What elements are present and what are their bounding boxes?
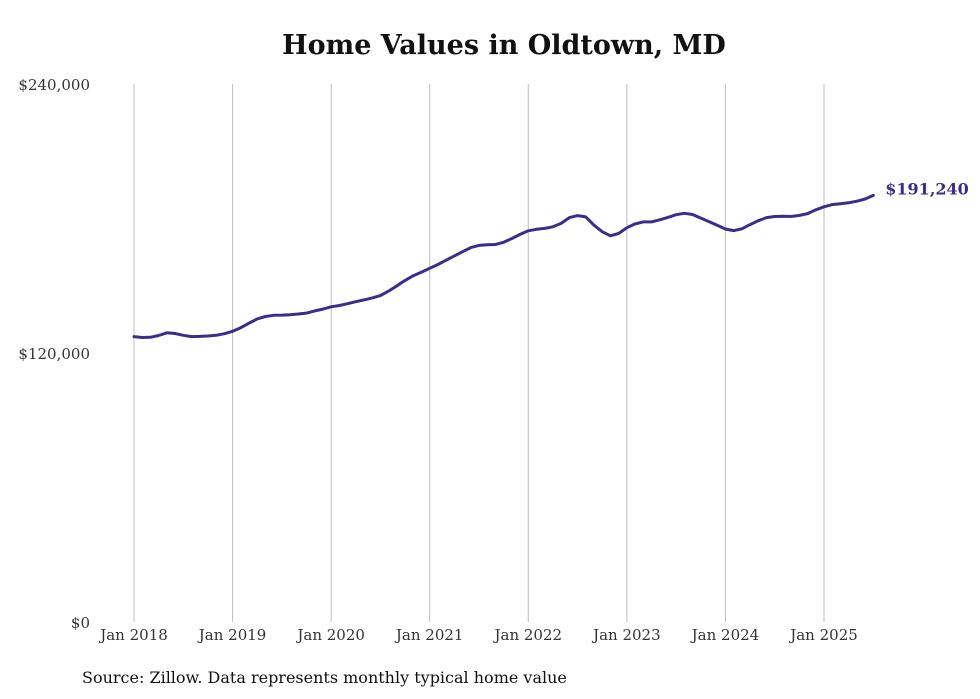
- series-layer: $191,240: [132, 179, 969, 339]
- x-tick-label: Jan 2020: [295, 626, 365, 644]
- x-axis-ticks: Jan 2018 Jan 2019 Jan 2020 Jan 2021 Jan 2022…: [98, 626, 858, 644]
- source-note: Source: Zillow. Data represents monthly …: [82, 668, 567, 687]
- x-tick-label: Jan 2023: [591, 626, 661, 644]
- x-tick-label: Jan 2018: [98, 626, 168, 644]
- series-line: [132, 193, 875, 339]
- y-tick-label: $120,000: [18, 345, 90, 363]
- x-tick-label: Jan 2024: [690, 626, 760, 644]
- gridlines: [133, 84, 825, 622]
- x-tick-label: Jan 2022: [493, 626, 563, 644]
- end-value-label: $191,240: [885, 179, 969, 198]
- x-tick-label: Jan 2021: [394, 626, 464, 644]
- y-axis-ticks: $0 $120,000 $240,000: [18, 76, 90, 632]
- y-tick-label: $0: [71, 614, 90, 632]
- y-tick-label: $240,000: [18, 76, 90, 94]
- x-tick-label: Jan 2025: [788, 626, 858, 644]
- chart-title: Home Values in Oldtown, MD: [282, 30, 726, 61]
- x-tick-label: Jan 2019: [197, 626, 267, 644]
